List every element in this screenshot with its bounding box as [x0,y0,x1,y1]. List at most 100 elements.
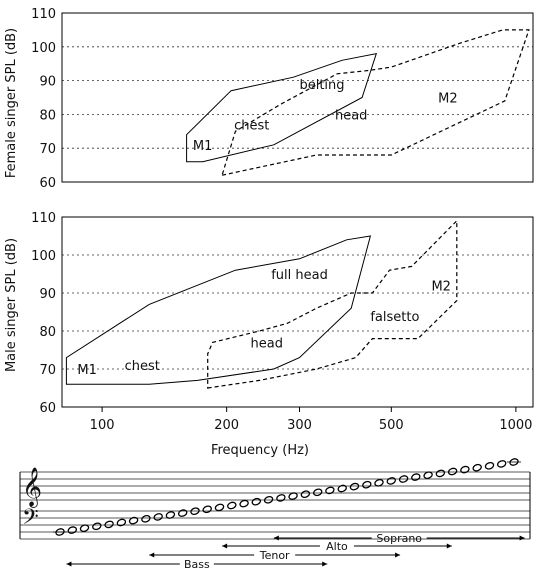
female-region-label: M1 [193,139,213,154]
staff-note [349,482,360,491]
arrow-right-icon [446,543,452,549]
staff-note [227,501,237,510]
staff-note [263,495,274,504]
staff-note [116,518,127,527]
x-tick-label: 500 [379,418,404,433]
male-y-tick-label: 90 [39,287,56,302]
arrow-left-icon [273,535,279,541]
male-panel: 60 70 80 90 100 110 M1 chest full head head false… [4,211,534,458]
x-tick-label: 1000 [499,418,532,433]
staff-note [509,458,519,466]
male-series [65,219,458,389]
bass-clef-icon: 𝄢 [22,505,39,535]
male-y-tick-label: 60 [39,401,56,416]
arrow-left-icon [66,561,72,567]
staff-note [55,528,65,536]
female-y-tick-label: 110 [31,7,56,22]
female-y-axis-label: Female singer SPL (dB) [4,28,19,178]
staff-note [325,486,335,495]
male-region-label: M2 [431,279,451,294]
arrow-right-icon [322,561,328,567]
female-region-label: M2 [438,92,458,107]
male-region-label: head [251,336,283,351]
male-y-axis-label: Male singer SPL (dB) [4,238,19,372]
female-region-label: belting [299,78,344,93]
staff-note [423,471,433,480]
staff-note [386,477,397,485]
male-region-label: falsetto [370,310,419,325]
staff-note [337,484,347,493]
female-y-tick-label: 100 [31,41,56,56]
male-annotations: M1 chest full head head falsetto M2 [77,268,451,378]
arrow-right-icon [395,552,401,558]
arrow-right-icon [519,535,525,541]
staff-lines [19,471,531,540]
musical-staff: 𝄞 𝄢 Soprano Alto Tenor Bass [19,458,531,571]
female-plot-frame [61,12,534,183]
staff-note [79,524,90,533]
staff-note [177,509,188,517]
x-tick-label: 200 [214,418,239,433]
staff-note [484,461,495,470]
male-region-label: full head [271,268,328,283]
staff-notes [53,458,521,536]
male-y-tick-label: 100 [31,249,56,264]
male-region-label: M1 [77,363,97,378]
x-tick-label: 300 [287,418,312,433]
staff-note [362,480,372,489]
female-region-label: head [335,108,367,123]
staff-note [153,513,163,521]
voice-ranges: Soprano Alto Tenor Bass [66,532,525,571]
male-y-tick-label: 110 [31,211,56,226]
staff-note [447,467,458,476]
staff-note [128,516,139,525]
staff-note [460,465,470,474]
staff-note [288,492,298,500]
staff-note [374,478,384,487]
female-region-label: chest [234,119,269,134]
female-y-tick-label: 80 [39,108,56,123]
voice-range-label: Bass [184,558,210,571]
male-y-tick-label: 80 [39,325,56,340]
female-series-m1-outline [186,52,378,163]
female-panel: 60 70 80 90 100 110 M1 chest belting head M2 Fema… [4,7,534,191]
staff-note [202,505,212,514]
staff-note [300,490,311,499]
staff-note [312,488,323,497]
staff-note [92,522,102,531]
staff-note [496,460,507,468]
treble-clef-icon: 𝄞 [22,467,42,508]
staff-note [165,511,176,519]
male-y-tick-label: 70 [39,363,56,378]
x-axis-label: Frequency (Hz) [211,443,309,458]
staff-note [435,469,446,478]
female-y-tick-label: 90 [39,75,56,90]
female-y-tick-label: 60 [39,176,56,191]
staff-note [67,526,78,534]
staff-note [276,494,286,502]
voice-range-label: Tenor [259,549,290,562]
arrow-left-icon [222,543,228,549]
staff-note [104,520,114,529]
x-tick-label: 100 [90,418,115,433]
voice-range-label: Alto [326,540,348,553]
male-x-ticks: 100 200 300 500 1000 [90,407,532,433]
staff-note [251,497,262,506]
staff-note [214,503,225,512]
male-plot-frame [61,216,534,408]
male-series-m1-outline [65,235,372,385]
staff-note [472,463,482,472]
male-y-ticks: 60 70 80 90 100 110 [31,211,56,416]
female-y-tick-label: 70 [39,142,56,157]
arrow-left-icon [149,552,155,558]
male-region-label: chest [125,359,160,374]
voice-range-label: Soprano [376,532,422,545]
male-grid [62,254,533,370]
staff-note [239,499,249,508]
staff-note [190,507,200,516]
female-y-ticks: 60 70 80 90 100 110 [31,7,56,191]
female-series-m2-outline [221,29,530,176]
female-annotations: M1 chest belting head M2 [193,78,458,154]
staff-note [141,514,151,523]
